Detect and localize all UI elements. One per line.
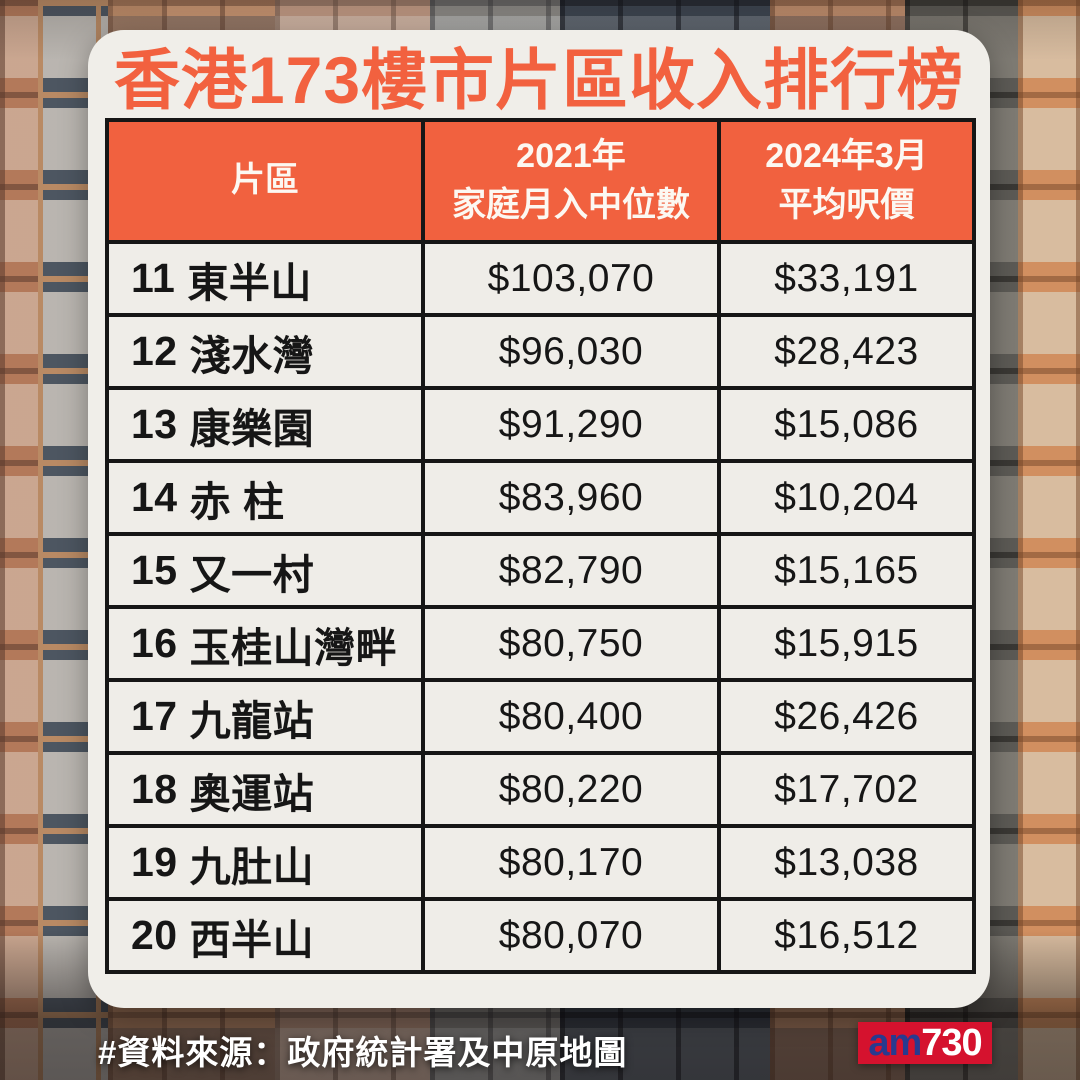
income-cell: $82,790 <box>425 536 717 605</box>
district-name: 西半山 <box>189 916 315 963</box>
price-cell: $10,204 <box>721 463 972 532</box>
district-cell: 13 康樂園 <box>109 390 421 459</box>
price-cell: $16,512 <box>721 901 972 970</box>
rank-number: 16 <box>131 620 178 666</box>
column-header-price: 2024年3月 平均呎價 <box>721 122 972 240</box>
source-note: #資料來源：政府統計署及中原地圖 <box>98 1034 628 1071</box>
am730-logo-am: am <box>868 1022 922 1064</box>
district-name: 康樂園 <box>189 405 315 452</box>
rank-number: 12 <box>131 328 178 374</box>
district-cell: 11 東半山 <box>109 244 421 313</box>
district-name: 東半山 <box>187 259 312 306</box>
district-name: 玉桂山灣畔 <box>189 624 398 671</box>
rank-number: 15 <box>131 547 178 593</box>
district-cell: 14 赤 柱 <box>109 463 421 532</box>
rank-number: 11 <box>131 255 176 301</box>
income-cell: $83,960 <box>425 463 717 532</box>
price-cell: $13,038 <box>721 828 972 897</box>
income-cell: $96,030 <box>425 317 717 386</box>
am730-logo: am 730 <box>858 1022 992 1064</box>
price-cell: $15,165 <box>721 536 972 605</box>
rank-number: 19 <box>131 839 178 885</box>
income-cell: $80,170 <box>425 828 717 897</box>
district-cell: 18 奧運站 <box>109 755 421 824</box>
income-cell: $80,220 <box>425 755 717 824</box>
rank-number: 20 <box>131 912 178 958</box>
ranking-table: 片區 2021年 家庭月入中位數 2024年3月 平均呎價 11 東半山 $10… <box>105 118 976 974</box>
rank-number: 14 <box>131 474 178 520</box>
price-cell: $28,423 <box>721 317 972 386</box>
income-cell: $80,400 <box>425 682 717 751</box>
district-cell: 15 又一村 <box>109 536 421 605</box>
price-cell: $33,191 <box>721 244 972 313</box>
district-cell: 20 西半山 <box>109 901 421 970</box>
price-cell: $26,426 <box>721 682 972 751</box>
district-name: 九龍站 <box>189 697 315 744</box>
column-header-income: 2021年 家庭月入中位數 <box>425 122 717 240</box>
district-name: 又一村 <box>189 551 315 598</box>
district-cell: 16 玉桂山灣畔 <box>109 609 421 678</box>
income-cell: $80,750 <box>425 609 717 678</box>
rank-number: 18 <box>131 766 178 812</box>
district-name: 奧運站 <box>189 770 315 817</box>
rank-number: 13 <box>131 401 178 447</box>
page-title: 香港173樓市片區收入排行榜 <box>113 43 965 117</box>
district-cell: 17 九龍站 <box>109 682 421 751</box>
district-name: 淺水灣 <box>189 332 315 379</box>
district-name: 九肚山 <box>189 843 315 890</box>
price-cell: $15,086 <box>721 390 972 459</box>
rank-number: 17 <box>131 693 178 739</box>
income-cell: $80,070 <box>425 901 717 970</box>
district-cell: 19 九肚山 <box>109 828 421 897</box>
am730-logo-730: 730 <box>921 1022 982 1064</box>
district-cell: 12 淺水灣 <box>109 317 421 386</box>
price-cell: $17,702 <box>721 755 972 824</box>
infographic-card: 香港173樓市片區收入排行榜 片區 2021年 家庭月入中位數 2024年3月 … <box>88 30 990 1008</box>
district-name: 赤 柱 <box>189 478 285 525</box>
income-cell: $103,070 <box>425 244 717 313</box>
column-header-district: 片區 <box>109 122 421 240</box>
income-cell: $91,290 <box>425 390 717 459</box>
price-cell: $15,915 <box>721 609 972 678</box>
